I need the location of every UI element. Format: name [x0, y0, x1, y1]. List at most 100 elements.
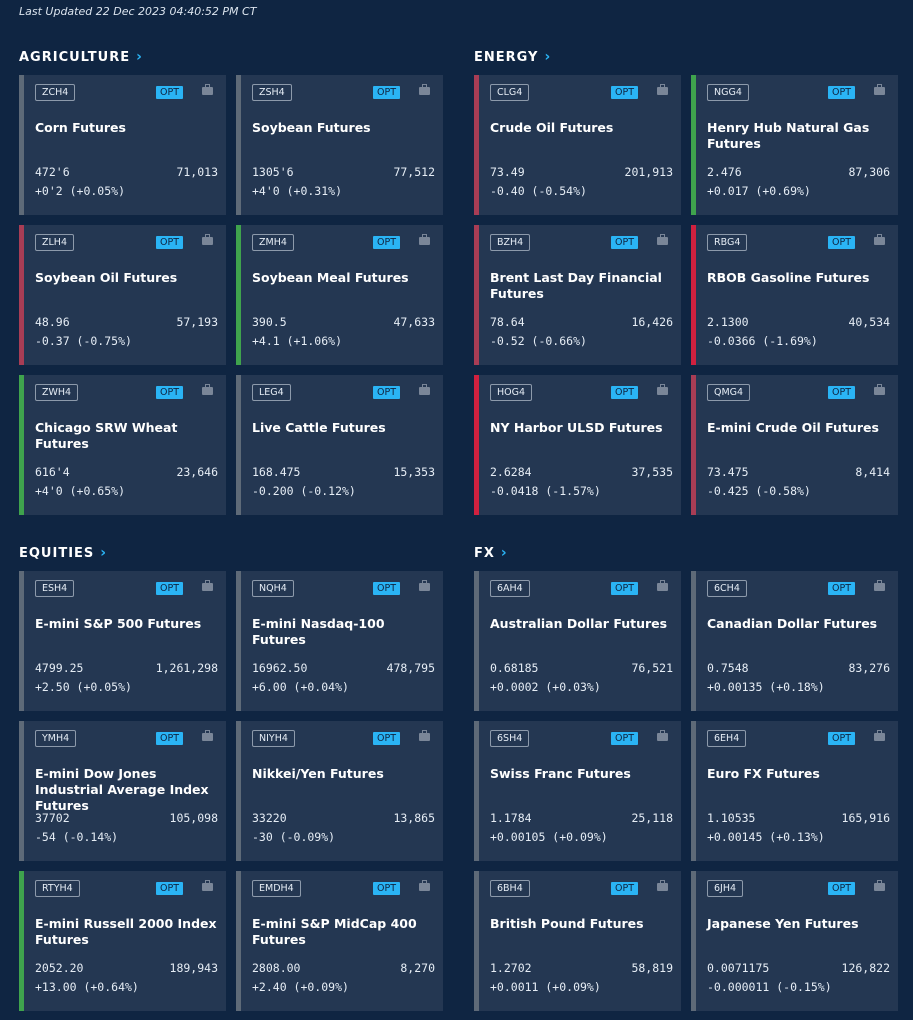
section-title-link[interactable]: ENERGY ›	[474, 49, 551, 65]
contract-card[interactable]: ZWH4 OPT Chicago SRW Wheat Futures 616'4 23,…	[19, 375, 226, 515]
contract-card[interactable]: 6EH4 OPT Euro FX Futures 1.10535 165,916 +0.0…	[691, 721, 898, 861]
contract-card[interactable]: HOG4 OPT NY Harbor ULSD Futures 2.6284 37,53…	[474, 375, 681, 515]
contract-name: Corn Futures	[35, 120, 126, 135]
briefcase-icon[interactable]	[202, 730, 213, 741]
contract-card[interactable]: BZH4 OPT Brent Last Day Financial Futures 7…	[474, 225, 681, 365]
options-link[interactable]: OPT	[611, 86, 639, 99]
briefcase-icon[interactable]	[202, 880, 213, 891]
briefcase-icon[interactable]	[657, 580, 668, 591]
briefcase-icon[interactable]	[419, 880, 430, 891]
volume: 57,193	[176, 315, 218, 329]
options-link[interactable]: OPT	[828, 86, 856, 99]
contract-card[interactable]: 6JH4 OPT Japanese Yen Futures 0.0071175 126,…	[691, 871, 898, 1011]
briefcase-icon[interactable]	[874, 880, 885, 891]
price-change: -0.40 (-0.54%)	[490, 184, 587, 198]
options-link[interactable]: OPT	[828, 732, 856, 745]
briefcase-icon[interactable]	[874, 84, 885, 95]
briefcase-icon[interactable]	[874, 730, 885, 741]
contract-card[interactable]: NGG4 OPT Henry Hub Natural Gas Futures 2.47…	[691, 75, 898, 215]
options-link[interactable]: OPT	[156, 582, 184, 595]
options-link[interactable]: OPT	[156, 386, 184, 399]
contract-name: Brent Last Day Financial Futures	[490, 270, 662, 301]
contract-card[interactable]: ESH4 OPT E-mini S&P 500 Futures 4799.25 1,26…	[19, 571, 226, 711]
options-link[interactable]: OPT	[156, 882, 184, 895]
contract-code: RTYH4	[35, 880, 80, 897]
last-price: 1.2702	[490, 961, 532, 975]
price-change: -0.0418 (-1.57%)	[490, 484, 601, 498]
briefcase-icon[interactable]	[419, 730, 430, 741]
contract-card[interactable]: RTYH4 OPT E-mini Russell 2000 Index Future…	[19, 871, 226, 1011]
briefcase-icon[interactable]	[202, 84, 213, 95]
contract-card[interactable]: RBG4 OPT RBOB Gasoline Futures 2.1300 40,534…	[691, 225, 898, 365]
last-price: 37702	[35, 811, 70, 825]
options-link[interactable]: OPT	[611, 236, 639, 249]
options-link[interactable]: OPT	[611, 386, 639, 399]
briefcase-icon[interactable]	[419, 84, 430, 95]
options-link[interactable]: OPT	[828, 882, 856, 895]
options-link[interactable]: OPT	[373, 882, 401, 895]
briefcase-icon[interactable]	[657, 84, 668, 95]
last-price: 0.0071175	[707, 961, 770, 975]
briefcase-icon[interactable]	[419, 234, 430, 245]
options-link[interactable]: OPT	[156, 236, 184, 249]
options-link[interactable]: OPT	[611, 882, 639, 895]
briefcase-icon[interactable]	[874, 384, 885, 395]
volume: 40,534	[848, 315, 890, 329]
contract-card[interactable]: NQH4 OPT E-mini Nasdaq-100 Futures 16962.50…	[236, 571, 443, 711]
section-title-link[interactable]: AGRICULTURE ›	[19, 49, 143, 65]
options-link[interactable]: OPT	[373, 236, 401, 249]
briefcase-icon[interactable]	[657, 730, 668, 741]
briefcase-icon[interactable]	[874, 234, 885, 245]
volume: 23,646	[176, 465, 218, 479]
briefcase-icon[interactable]	[202, 580, 213, 591]
options-link[interactable]: OPT	[373, 86, 401, 99]
last-price: 2.476	[707, 165, 742, 179]
options-link[interactable]: OPT	[156, 732, 184, 745]
options-link[interactable]: OPT	[373, 386, 401, 399]
price-change: -0.200 (-0.12%)	[252, 484, 356, 498]
contract-card[interactable]: 6BH4 OPT British Pound Futures 1.2702 58,819…	[474, 871, 681, 1011]
options-link[interactable]: OPT	[611, 732, 639, 745]
options-link[interactable]: OPT	[828, 582, 856, 595]
briefcase-icon[interactable]	[419, 384, 430, 395]
volume: 8,270	[400, 961, 435, 975]
chevron-right-icon: ›	[100, 545, 108, 561]
options-link[interactable]: OPT	[611, 582, 639, 595]
price-change: +6.00 (+0.04%)	[252, 680, 349, 694]
contract-card[interactable]: EMDH4 OPT E-mini S&P MidCap 400 Futures 280…	[236, 871, 443, 1011]
options-link[interactable]: OPT	[156, 86, 184, 99]
contract-card[interactable]: ZCH4 OPT Corn Futures 472'6 71,013 +0'2 (+0.0…	[19, 75, 226, 215]
contract-name: Crude Oil Futures	[490, 120, 614, 135]
section-title-link[interactable]: EQUITIES ›	[19, 545, 107, 561]
section-title-link[interactable]: FX ›	[474, 545, 508, 561]
contract-code: CLG4	[490, 84, 530, 101]
contract-card[interactable]: ZMH4 OPT Soybean Meal Futures 390.5 47,633 +4…	[236, 225, 443, 365]
contract-name: Soybean Futures	[252, 120, 371, 135]
briefcase-icon[interactable]	[874, 580, 885, 591]
contract-card[interactable]: CLG4 OPT Crude Oil Futures 73.49 201,913 -0.4…	[474, 75, 681, 215]
briefcase-icon[interactable]	[657, 880, 668, 891]
briefcase-icon[interactable]	[202, 234, 213, 245]
contract-name: E-mini Crude Oil Futures	[707, 420, 879, 435]
contract-card[interactable]: ZSH4 OPT Soybean Futures 1305'6 77,512 +4'0 (…	[236, 75, 443, 215]
options-link[interactable]: OPT	[828, 236, 856, 249]
contract-card[interactable]: 6SH4 OPT Swiss Franc Futures 1.1784 25,118 +0…	[474, 721, 681, 861]
contract-name: E-mini Nasdaq-100 Futures	[252, 616, 385, 647]
briefcase-icon[interactable]	[419, 580, 430, 591]
contract-card[interactable]: 6CH4 OPT Canadian Dollar Futures 0.7548 83,2…	[691, 571, 898, 711]
options-link[interactable]: OPT	[828, 386, 856, 399]
briefcase-icon[interactable]	[202, 384, 213, 395]
contract-card[interactable]: LEG4 OPT Live Cattle Futures 168.475 15,353 -…	[236, 375, 443, 515]
contract-card[interactable]: 6AH4 OPT Australian Dollar Futures 0.68185 7…	[474, 571, 681, 711]
price-change: -0.0366 (-1.69%)	[707, 334, 818, 348]
contract-card[interactable]: NIYH4 OPT Nikkei/Yen Futures 33220 13,865 -30…	[236, 721, 443, 861]
options-link[interactable]: OPT	[373, 582, 401, 595]
options-link[interactable]: OPT	[373, 732, 401, 745]
contract-card[interactable]: YMH4 OPT E-mini Dow Jones Industrial Avera…	[19, 721, 226, 861]
briefcase-icon[interactable]	[657, 384, 668, 395]
briefcase-icon[interactable]	[657, 234, 668, 245]
contract-card[interactable]: ZLH4 OPT Soybean Oil Futures 48.96 57,193 -0.…	[19, 225, 226, 365]
last-price: 16962.50	[252, 661, 308, 675]
contract-card[interactable]: QMG4 OPT E-mini Crude Oil Futures 73.475 8,4…	[691, 375, 898, 515]
last-updated-timestamp: Last Updated 22 Dec 2023 04:40:52 PM CT	[19, 5, 257, 18]
